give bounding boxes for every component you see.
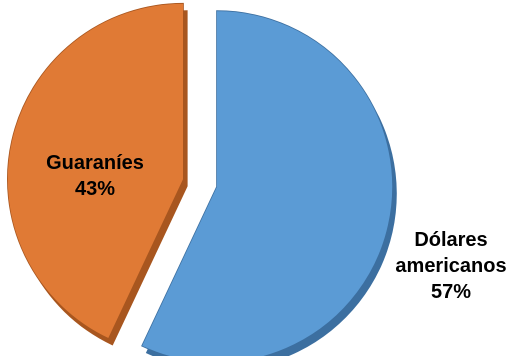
slice-label-guaranies-name: Guaraníes [46,152,144,174]
slice-label-dolares-line1: Dólares [414,229,488,251]
pie-slice-dolares [141,10,393,356]
slice-label-dolares-line2: americanos [395,255,507,277]
slice-label-dolares: Dólares americanos 57% [376,227,526,305]
slice-label-guaranies-pct: 43% [74,178,116,200]
pie-slice-guaranies [7,2,184,340]
slice-label-dolares-pct: 57% [430,281,472,303]
slice-label-guaranies: Guaraníes 43% [30,150,160,202]
pie-slices [7,2,397,356]
